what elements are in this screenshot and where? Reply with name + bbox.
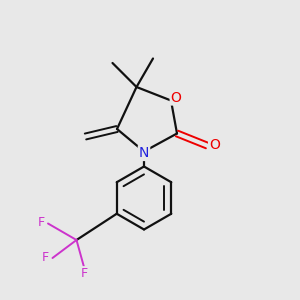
Text: O: O (171, 91, 182, 104)
Text: F: F (81, 267, 88, 280)
Text: N: N (139, 146, 149, 160)
Text: F: F (41, 250, 49, 264)
Text: F: F (38, 215, 45, 229)
Text: O: O (209, 138, 220, 152)
